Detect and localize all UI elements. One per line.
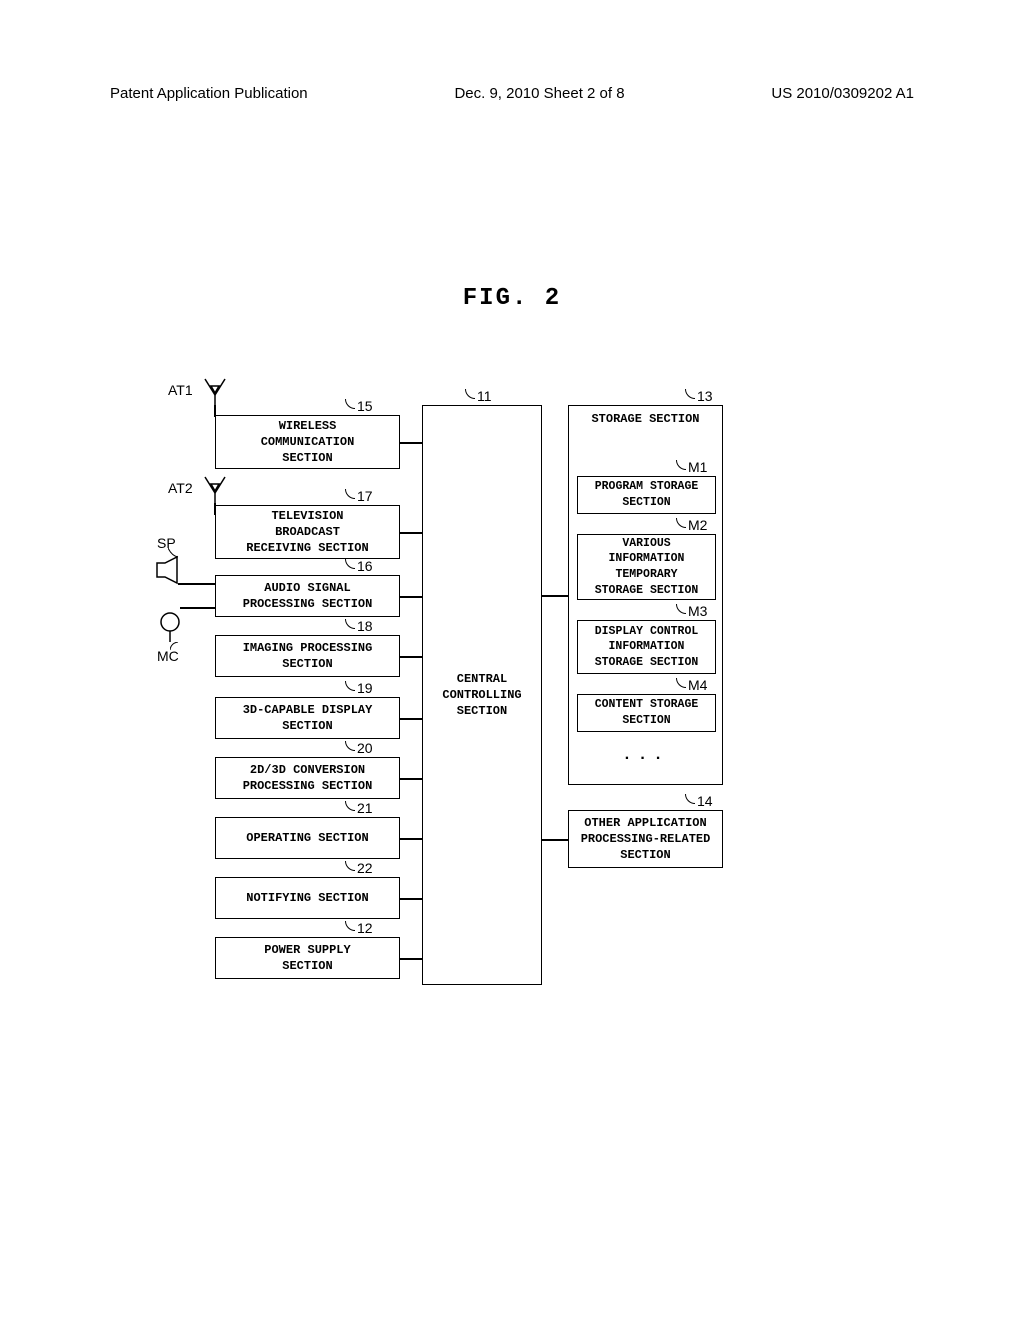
- audio-section: AUDIO SIGNAL PROCESSING SECTION: [215, 575, 400, 617]
- antenna2-icon: [200, 475, 230, 503]
- ref-16: 16: [345, 558, 373, 574]
- ref-M1: M1: [676, 459, 707, 475]
- header-center: Dec. 9, 2010 Sheet 2 of 8: [454, 85, 624, 102]
- ref-M4: M4: [676, 677, 707, 693]
- mc-lead: [170, 642, 180, 652]
- power-section: POWER SUPPLY SECTION: [215, 937, 400, 979]
- storage-title: STORAGE SECTION: [569, 412, 722, 426]
- ref-14: 14: [685, 793, 713, 809]
- header-left: Patent Application Publication: [110, 85, 308, 102]
- speaker-icon: [155, 555, 195, 585]
- storage-ellipsis: ...: [569, 746, 722, 764]
- ref-15: 15: [345, 398, 373, 414]
- imaging-section: IMAGING PROCESSING SECTION: [215, 635, 400, 677]
- ref-17: 17: [345, 488, 373, 504]
- wireless-section: WIRELESS COMMUNICATION SECTION: [215, 415, 400, 469]
- header-right: US 2010/0309202 A1: [771, 85, 914, 102]
- storage-inner-m2: VARIOUS INFORMATION TEMPORARY STORAGE SE…: [577, 534, 716, 600]
- central-controlling-section: CENTRAL CONTROLLING SECTION: [422, 405, 542, 985]
- tv-section: TELEVISION BROADCAST RECEIVING SECTION: [215, 505, 400, 559]
- antenna2-label: AT2: [168, 480, 193, 496]
- notifying-section: NOTIFYING SECTION: [215, 877, 400, 919]
- ref-18: 18: [345, 618, 373, 634]
- ref-20: 20: [345, 740, 373, 756]
- conv2d3d-section: 2D/3D CONVERSION PROCESSING SECTION: [215, 757, 400, 799]
- ref-12: 12: [345, 920, 373, 936]
- ref-11: 11: [465, 388, 492, 404]
- sp-lead: [168, 548, 180, 558]
- ref-13: 13: [685, 388, 713, 404]
- display3d-section: 3D-CAPABLE DISPLAY SECTION: [215, 697, 400, 739]
- microphone-icon: [158, 610, 188, 645]
- storage-inner-m4: CONTENT STORAGE SECTION: [577, 694, 716, 732]
- storage-section: STORAGE SECTION M1PROGRAM STORAGE SECTIO…: [568, 405, 723, 785]
- antenna1-icon: [200, 377, 230, 405]
- figure-title: FIG. 2: [0, 285, 1024, 312]
- antenna1-label: AT1: [168, 382, 193, 398]
- page-header: Patent Application Publication Dec. 9, 2…: [0, 85, 1024, 102]
- ref-22: 22: [345, 860, 373, 876]
- storage-inner-m3: DISPLAY CONTROL INFORMATION STORAGE SECT…: [577, 620, 716, 674]
- ref-M3: M3: [676, 603, 707, 619]
- operating-section: OPERATING SECTION: [215, 817, 400, 859]
- ref-21: 21: [345, 800, 373, 816]
- other-application-section: OTHER APPLICATION PROCESSING-RELATED SEC…: [568, 810, 723, 868]
- ref-M2: M2: [676, 517, 707, 533]
- storage-inner-m1: PROGRAM STORAGE SECTION: [577, 476, 716, 514]
- ref-19: 19: [345, 680, 373, 696]
